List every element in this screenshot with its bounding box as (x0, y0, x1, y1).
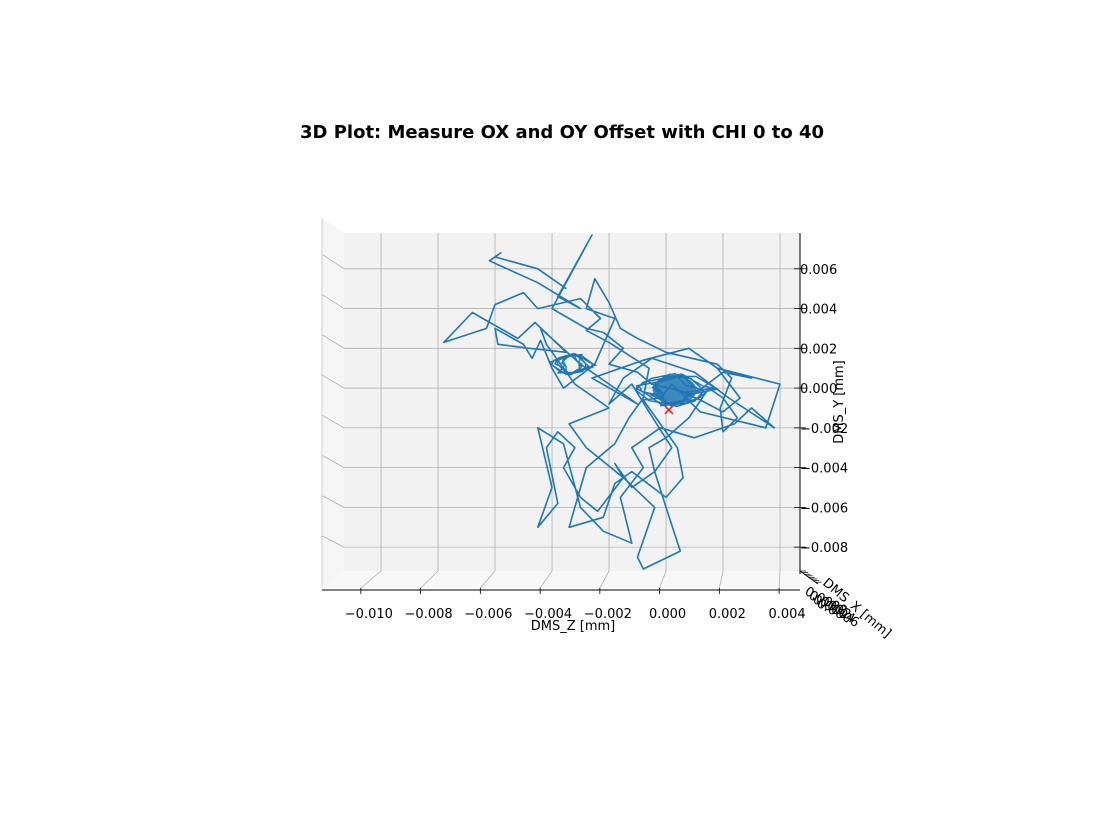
grid-line-side (321, 414, 345, 429)
grid-line-side (321, 454, 345, 468)
y-tick-labels: 0.006 0.004 0.002 0.000 −0.002 −0.004 −0.006 −0… (800, 263, 848, 556)
grid-line-floor (599, 570, 610, 589)
grid-line-floor (360, 570, 382, 589)
axes (321, 218, 822, 594)
y-tick-label: −0.004 (800, 462, 848, 477)
side-pane (322, 218, 344, 588)
y-tick-label: −0.008 (800, 541, 848, 556)
y-tick-label: −0.006 (800, 501, 848, 516)
marker-stroke (664, 405, 674, 415)
grid-line-floor (778, 570, 781, 589)
back-pane (344, 233, 800, 571)
y-tick-label: 0.006 (800, 263, 837, 278)
grid-line-side (321, 535, 345, 548)
grid-line-side (321, 253, 345, 270)
trajectory-cluster-core (652, 376, 697, 405)
x-tick-label: 0.002 (709, 607, 746, 622)
grid-line-floor (480, 570, 496, 589)
x-tick-label: 0.000 (649, 607, 686, 622)
x-tick-labels: −0.010 −0.008 −0.006 −0.004 −0.002 0.000 0.002… (345, 607, 806, 622)
x-tick-label: −0.008 (405, 607, 453, 622)
x-tick-label: 0.004 (768, 607, 805, 622)
x-tick-label: −0.010 (345, 607, 393, 622)
x-tick-label: −0.004 (524, 607, 572, 622)
x-axis-label: DMS_Z [mm] (531, 619, 616, 634)
grid-line-floor (420, 570, 439, 589)
y-axis-label: DMS_Y [mm] (832, 360, 847, 444)
y-tick-label: 0.000 (800, 382, 837, 397)
y-tick-label: −0.002 (800, 422, 848, 437)
trajectory-line (442, 234, 781, 570)
y-tick-label: 0.004 (800, 303, 837, 318)
x-tick-label: −0.006 (464, 607, 512, 622)
grid-line-side (321, 374, 345, 389)
floor-pane (322, 571, 800, 588)
grid-line-floor (718, 570, 724, 589)
grid-line-side (321, 495, 345, 508)
origin-marker (664, 405, 674, 415)
trajectory-series (442, 234, 781, 570)
grid-line-floor (539, 570, 553, 589)
grid-line-side (321, 294, 345, 309)
trajectory-cluster-secondary (548, 352, 598, 376)
x-tick-label: −0.002 (584, 607, 632, 622)
grid-line-floor (659, 570, 667, 589)
grid-line-side (321, 334, 345, 349)
chart-title: 3D Plot: Measure OX and OY Offset with C… (300, 122, 824, 143)
y-tick-label: 0.002 (800, 342, 837, 357)
